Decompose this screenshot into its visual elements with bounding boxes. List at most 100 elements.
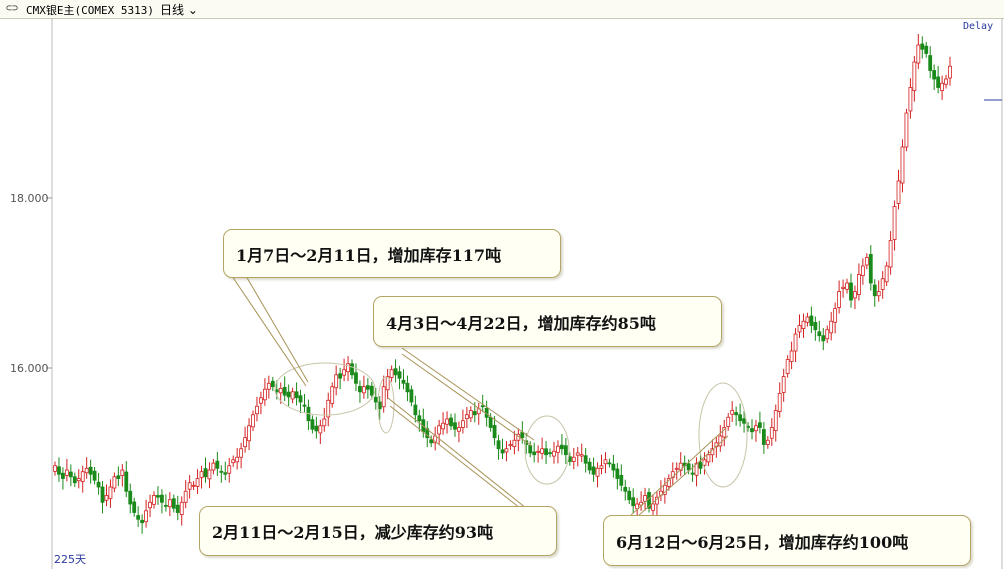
candle-body [148,501,152,509]
candle-body [936,76,941,88]
candle-body [575,452,580,456]
candle-body [512,439,517,447]
candle-body [259,397,263,404]
candle-body [92,470,97,481]
candle-body [591,466,596,475]
candle-body [417,415,422,422]
candle-body [651,503,655,511]
candle-body [552,450,556,457]
period-label: 日线 [160,3,185,17]
candle-body [738,414,743,422]
callout-apr: 4月3日～4月22日，增加库存约85吨 [373,296,722,347]
candle-body [619,475,624,486]
y-tick-label-18: 18.000 [10,192,49,205]
candle-body [468,410,473,419]
candle-body [785,359,790,374]
candle-body [187,482,192,490]
candle-body [457,427,461,432]
candle-body [912,61,917,91]
pointer-jan-b [245,275,309,383]
candle-body [690,472,695,475]
bar-count-label: 225天 [54,553,86,566]
candle-body [829,320,834,334]
annotation-lines [231,275,748,517]
candle-body [896,180,901,204]
candle-body [144,510,148,523]
candle-body [330,386,335,404]
candle-body [270,380,275,388]
pointer-jun-b [637,435,729,517]
candle-body [195,478,200,487]
candle-body [781,376,786,393]
candle-body [377,401,382,410]
candle-body [124,471,129,492]
candle-body [429,439,434,444]
candle-body [365,385,370,390]
candle-body [183,490,188,503]
pointer-apr-b [401,353,533,447]
candle-body [528,445,533,454]
candle-body [385,376,390,391]
candle-body [160,494,164,503]
candle-body [373,396,378,403]
candle-body [302,404,307,407]
pointer-jun-a [629,427,727,517]
candle-body [544,448,548,456]
candle-body [179,501,184,515]
candle-body [57,466,61,475]
candle-body [773,410,778,431]
candle-body [243,437,247,448]
candle-body [730,410,735,415]
candle-body [120,469,125,476]
candle-body [603,459,608,465]
candle-body [342,369,346,376]
candle-body [156,495,160,498]
candle-body [595,467,600,477]
candle-body [809,315,814,326]
candle-body [167,499,172,508]
candle-body [868,254,873,284]
chart-toolbar: ⊂⊃ CMX银E主(COMEX 5313) 日线 ⌄ [0,0,1004,19]
candle-body [904,112,909,148]
candle-body [884,265,889,283]
candle-body [163,504,168,507]
candle-body [631,497,636,507]
candle-body [500,449,505,454]
candle-body [298,395,303,403]
candle-body [825,329,830,340]
candle-body [698,461,703,469]
candle-body [607,462,612,465]
candle-body [948,65,952,79]
candle-body [777,393,782,412]
candle-body [813,322,818,331]
candle-body [231,459,236,464]
candle-body [761,429,766,445]
candle-body [587,461,592,471]
candle-body [797,325,802,333]
candle-body [734,412,739,416]
candle-body [104,495,109,501]
candle-body [136,515,141,520]
candle-body [833,308,838,323]
candle-body [61,472,65,479]
highlight-ellipse-apr [524,415,570,485]
candle-body [72,476,77,484]
callout-feb-mid: 2月11日～2月15日，减少库存约93吨 [199,506,557,556]
candle-body [472,411,477,416]
candle-body [540,448,545,454]
link-icon[interactable]: ⊂⊃ [6,3,19,14]
candle-body [793,333,798,352]
candle-body [294,391,299,399]
candle-body [247,425,251,442]
candle-body [326,399,331,418]
candle-body [508,444,513,447]
period-dropdown[interactable]: 日线 ⌄ [160,1,198,18]
candle-body [742,418,746,424]
candle-body [239,448,244,458]
candle-body [449,417,453,427]
candle-body [255,405,259,415]
candle-body [171,498,176,509]
candle-body [84,467,89,474]
candle-body [678,462,683,471]
